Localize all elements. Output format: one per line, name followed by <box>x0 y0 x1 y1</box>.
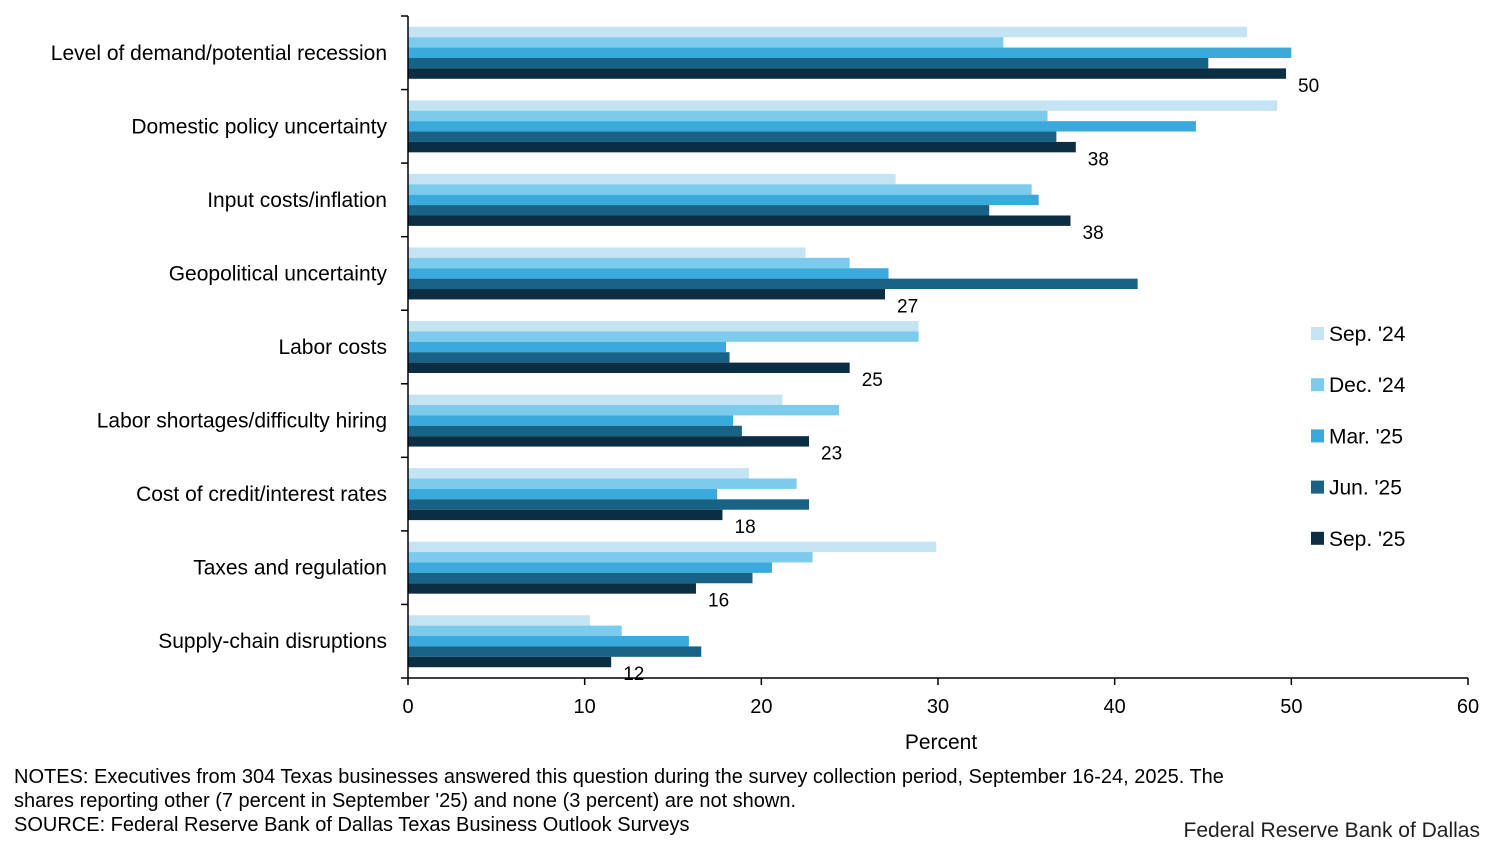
legend-swatch <box>1311 531 1324 545</box>
legend-swatch <box>1311 327 1324 340</box>
data-label: 23 <box>821 444 842 465</box>
notes-block: NOTES: Executives from 304 Texas busines… <box>14 765 1484 837</box>
category-label: Input costs/inflation <box>207 189 387 212</box>
x-tick-label: 0 <box>402 696 413 718</box>
category-label: Domestic policy uncertainty <box>131 115 387 138</box>
data-label: 27 <box>897 296 918 317</box>
bar-5-3 <box>408 215 1071 226</box>
notes-line-2: shares reporting other (7 percent in Sep… <box>14 790 797 812</box>
bar-5-1 <box>408 68 1287 79</box>
bar-3-1 <box>408 47 1292 58</box>
bar-1-1 <box>408 26 1248 38</box>
x-tick-label: 20 <box>750 696 772 718</box>
legend-label: Mar. '25 <box>1329 425 1403 448</box>
bar-3-4 <box>408 268 889 279</box>
bar-4-4 <box>408 278 1138 290</box>
bar-1-7 <box>408 468 749 479</box>
bar-1-9 <box>408 615 590 626</box>
legend-swatch <box>1311 480 1324 494</box>
bar-2-9 <box>408 625 622 637</box>
bar-5-5 <box>408 362 850 373</box>
legend-label: Dec. '24 <box>1329 374 1406 397</box>
data-label: 16 <box>708 591 729 612</box>
category-label: Geopolitical uncertainty <box>169 262 388 285</box>
bar-2-3 <box>408 184 1032 195</box>
notes-line-1: NOTES: Executives from 304 Texas busines… <box>14 766 1224 788</box>
bar-3-2 <box>408 121 1196 132</box>
data-label: 25 <box>862 370 883 391</box>
bar-chart: 0 10 20 30 40 50 60 Level of demand/potential … <box>51 15 1479 754</box>
bar-3-9 <box>408 636 689 647</box>
bar-1-6 <box>408 394 783 405</box>
bar-4-9 <box>408 646 702 657</box>
legend: Sep. '24 Dec. '24 Mar. '25 Jun. '25 Sep. '25 <box>1311 323 1406 551</box>
bar-2-2 <box>408 110 1048 122</box>
labels-layer: Level of demand/potential recession 50 Dom… <box>51 42 1319 685</box>
bar-4-6 <box>408 425 742 437</box>
bar-4-3 <box>408 205 990 216</box>
bar-2-1 <box>408 37 1004 48</box>
bar-1-4 <box>408 247 806 258</box>
bar-5-9 <box>408 656 612 668</box>
bar-3-8 <box>408 562 772 573</box>
category-label: Taxes and regulation <box>193 557 387 580</box>
x-tick-label: 40 <box>1104 696 1126 718</box>
bar-4-7 <box>408 499 810 510</box>
category-label: Labor shortages/difficulty hiring <box>97 410 387 433</box>
axes-layer: 0 10 20 30 40 50 60 <box>401 15 1479 718</box>
bar-5-7 <box>408 509 723 521</box>
source-line: SOURCE: Federal Reserve Bank of Dallas T… <box>14 814 690 836</box>
x-tick-label: 60 <box>1457 696 1479 718</box>
bar-5-8 <box>408 583 696 594</box>
legend-label: Jun. '25 <box>1329 477 1402 500</box>
bar-1-3 <box>408 173 896 185</box>
bar-5-6 <box>408 436 810 447</box>
category-label: Labor costs <box>278 336 387 359</box>
bar-2-7 <box>408 478 797 489</box>
bar-1-5 <box>408 321 919 332</box>
category-label: Cost of credit/interest rates <box>136 483 387 506</box>
data-label: 38 <box>1088 149 1109 170</box>
credit-text: Federal Reserve Bank of Dallas <box>1183 819 1480 842</box>
bar-3-3 <box>408 194 1039 206</box>
bar-1-8 <box>408 541 937 553</box>
bar-5-2 <box>408 141 1076 153</box>
legend-swatch <box>1311 429 1324 443</box>
bar-3-5 <box>408 341 726 353</box>
data-label: 12 <box>623 664 644 685</box>
bar-3-6 <box>408 415 734 426</box>
x-tick-label: 50 <box>1280 696 1302 718</box>
category-label: Supply-chain disruptions <box>158 630 387 653</box>
data-label: 38 <box>1083 223 1104 244</box>
bar-5-4 <box>408 289 885 300</box>
bar-2-8 <box>408 552 813 563</box>
bar-2-6 <box>408 404 840 416</box>
legend-label: Sep. '25 <box>1329 528 1405 551</box>
x-tick-label: 10 <box>574 696 596 718</box>
bar-4-8 <box>408 572 753 584</box>
bar-4-5 <box>408 352 730 363</box>
bars-layer <box>408 26 1292 668</box>
bar-3-7 <box>408 488 718 500</box>
x-tick-label: 30 <box>927 696 949 718</box>
bar-2-5 <box>408 331 919 342</box>
category-label: Level of demand/potential recession <box>51 42 387 65</box>
legend-label: Sep. '24 <box>1329 323 1406 346</box>
bar-4-1 <box>408 57 1209 69</box>
x-axis-title: Percent <box>905 731 978 754</box>
bar-1-2 <box>408 100 1278 111</box>
bar-4-2 <box>408 131 1057 142</box>
bar-2-4 <box>408 257 850 269</box>
legend-swatch <box>1311 378 1324 392</box>
data-label: 18 <box>735 517 756 538</box>
data-label: 50 <box>1298 76 1319 97</box>
